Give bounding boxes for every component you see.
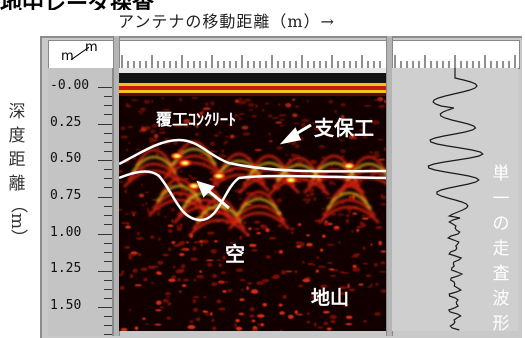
depth-tick-mark (104, 297, 112, 299)
depth-tick-mark (104, 141, 112, 143)
single-scan-waveform (427, 68, 484, 331)
depth-tick-mark (104, 114, 112, 115)
radar-profile-image: 覆工ｺﾝｸﾘｰﾄ 支保工 空 地山 (119, 68, 386, 331)
depth-tick-mark (104, 215, 112, 217)
depth-tick-mark (104, 187, 112, 189)
depth-tick-label: 1.25 (50, 261, 82, 276)
radar-profile-svg (119, 68, 386, 331)
arrows (196, 123, 312, 210)
y-axis-label-char: 深 (8, 102, 26, 122)
depth-tick-mark (104, 334, 112, 336)
depth-tick-label: 0.50 (50, 151, 82, 166)
depth-tick-mark (104, 169, 112, 171)
waveform-caption-char: 査 (492, 264, 510, 284)
depth-tick-mark (104, 224, 112, 226)
depth-tick-mark (98, 270, 112, 272)
depth-tick-mark (104, 206, 112, 208)
depth-tick-label: 0.25 (50, 115, 82, 130)
depth-tick-mark (98, 197, 112, 199)
support-label: 支保工 (314, 116, 374, 140)
depth-tick-mark (104, 132, 112, 134)
depth-tick-mark (104, 279, 112, 281)
void-label: 空 (225, 242, 245, 266)
depth-tick-label: 1.00 (50, 225, 82, 240)
depth-tick-label: 1.50 (50, 298, 82, 313)
unit-top: m (85, 40, 98, 55)
depth-tick-mark (104, 316, 112, 318)
ground-label: 地山 (311, 287, 350, 309)
y-axis-unit: （m） (7, 196, 27, 247)
depth-tick-mark (104, 178, 112, 180)
y-axis-label-char: 距 (8, 150, 26, 170)
lining-concrete-label: 覆工ｺﾝｸﾘｰﾄ (156, 110, 237, 129)
depth-tick-mark (104, 288, 112, 290)
unit-bottom: m (61, 49, 74, 64)
depth-tick-mark (98, 233, 112, 235)
waveform-trace (427, 68, 484, 331)
depth-tick-label: -0.00 (50, 78, 90, 93)
waveform-caption-char: 一 (492, 189, 510, 209)
y-axis-label-char: 離 (8, 174, 26, 194)
y-axis-label-char: 度 (8, 126, 26, 146)
distance-ruler-ticks (121, 55, 381, 68)
waveform-caption: 単 一 の 走 査 波 形 (488, 162, 514, 337)
depth-tick-mark (98, 87, 112, 88)
depth-tick-mark (104, 96, 112, 97)
depth-tick-mark (104, 251, 112, 253)
x-axis-label: アンテナの移動距離（m）→ (118, 12, 335, 31)
void-boundary-line (119, 170, 386, 222)
lining-boundary-line (119, 138, 386, 173)
waveform-caption-char: 波 (492, 289, 510, 309)
depth-tick-label: 0.75 (50, 188, 82, 203)
depth-scale: -0.00 0.25 0.50 0.75 1.00 1.25 1.50 (48, 68, 113, 336)
depth-tick-mark (104, 242, 112, 244)
y-axis-label: 深 度 距 離 （m） (4, 100, 30, 246)
distance-ruler (119, 40, 387, 69)
depth-tick-mark (104, 260, 112, 262)
depth-tick-mark (104, 150, 112, 152)
depth-tick-mark (104, 325, 112, 327)
waveform-caption-char: 単 (492, 164, 510, 184)
single-scan-waveform-panel (392, 68, 518, 331)
waveform-caption-char: の (492, 214, 510, 234)
depth-tick-mark (98, 160, 112, 162)
page-title: 地中レーダ探査 (0, 0, 525, 10)
depth-unit-box: m m (48, 40, 114, 69)
waveform-ruler (392, 40, 520, 69)
waveform-caption-char: 形 (492, 314, 510, 334)
depth-tick-mark (98, 307, 112, 309)
depth-tick-mark (98, 123, 112, 125)
waveform-caption-char: 走 (492, 239, 510, 259)
depth-tick-mark (104, 105, 112, 106)
waveform-ruler-ticks (394, 55, 516, 68)
